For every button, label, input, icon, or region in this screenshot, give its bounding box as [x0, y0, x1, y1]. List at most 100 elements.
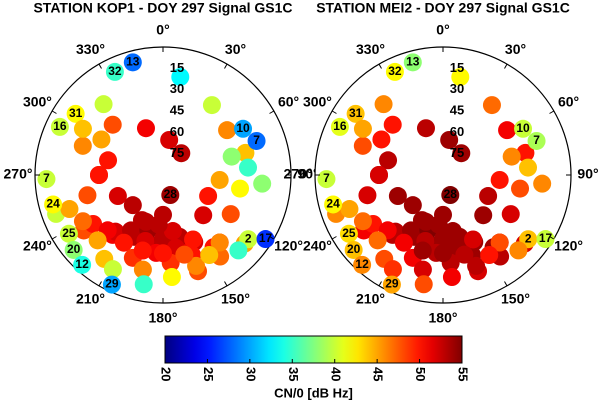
track-point [253, 174, 272, 193]
satellite-label: 13 [406, 55, 420, 69]
track-point [536, 230, 555, 249]
track-point [239, 158, 258, 177]
azimuth-tick-label: 240° [23, 238, 52, 254]
satellite-label: 24 [326, 197, 340, 211]
track-point [73, 212, 92, 231]
track-point [73, 136, 92, 155]
track-point [374, 95, 393, 114]
colorbar-tick-label: 45 [371, 367, 386, 381]
track-point [160, 130, 179, 149]
track-point [162, 268, 181, 287]
azimuth-tick [331, 110, 337, 114]
azimuth-tick [269, 110, 275, 114]
track-point [103, 115, 122, 134]
track-point [416, 119, 435, 138]
colorbar-tick-label: 40 [328, 367, 343, 381]
track-point [99, 151, 118, 170]
track-point [509, 241, 528, 260]
track-point [50, 117, 69, 136]
track-point [388, 187, 407, 206]
satellite-label: 17 [539, 231, 553, 245]
track-point [498, 121, 517, 140]
track-point [64, 240, 83, 259]
track-point [136, 212, 155, 231]
satellite-label: 10 [236, 121, 250, 135]
track-point [171, 67, 190, 86]
azimuth-tick [98, 281, 102, 287]
track-point [344, 240, 363, 259]
colorbar-tick-label: 25 [201, 367, 216, 381]
chart-title: STATION KOP1 - DOY 297 Signal GS1C [33, 0, 292, 16]
elevation-tick-label: 15 [170, 60, 184, 75]
azimuth-tick-label: 330° [356, 41, 385, 57]
track-point [403, 196, 422, 215]
satellite-label: 7 [253, 133, 260, 147]
elevation-tick-label: 60 [450, 124, 464, 139]
satellite-label: 16 [53, 119, 67, 133]
track-point [133, 260, 152, 279]
azimuth-tick-label: 90° [297, 166, 318, 182]
chart-title: STATION MEI2 - DOY 297 Signal GS1C [316, 0, 570, 16]
track-point [353, 119, 372, 138]
track-point [516, 143, 535, 162]
track-point [210, 233, 229, 252]
track-point [134, 275, 153, 294]
azimuth-tick-label: 270° [4, 166, 33, 182]
track-point [414, 275, 433, 294]
azimuth-tick-label: 120° [554, 238, 583, 254]
track-point [519, 158, 538, 177]
track-point [123, 196, 142, 215]
track-point [416, 212, 435, 231]
azimuth-tick-label: 30° [505, 41, 526, 57]
track-point [163, 222, 182, 241]
elevation-tick-label: 30 [450, 81, 464, 96]
tracks [317, 53, 555, 294]
elevation-tick-label: 15 [450, 60, 464, 75]
satellite-label: 16 [333, 119, 347, 133]
track-point [379, 151, 398, 170]
satellite-label: 17 [259, 231, 273, 245]
azimuth-tick-label: 30° [225, 41, 246, 57]
azimuth-tick-label: 150° [221, 290, 250, 306]
azimuth-tick-label: 150° [501, 290, 530, 306]
azimuth-tick-label: 180° [429, 310, 458, 326]
azimuth-tick [378, 63, 382, 69]
satellite-label: 32 [388, 64, 402, 78]
azimuth-tick-label: 270° [284, 166, 313, 182]
track-point [60, 200, 79, 219]
track-point [175, 245, 194, 264]
track-point [184, 230, 203, 249]
azimuth-tick-label: 300° [23, 94, 52, 110]
track-point [221, 205, 240, 224]
track-point [353, 136, 372, 155]
satellite-label: 13 [126, 55, 140, 69]
track-point [455, 245, 474, 264]
track-point [92, 130, 111, 149]
track-point [502, 147, 521, 166]
track-point [256, 230, 275, 249]
track-point [533, 174, 552, 193]
colorbar-tick-label: 30 [243, 367, 258, 381]
satellite-label: 28 [444, 187, 458, 201]
track-point [103, 260, 122, 279]
satellite-label: 20 [67, 242, 81, 256]
azimuth-tick-label: 210° [356, 290, 385, 306]
track-point [394, 233, 413, 252]
tracks [37, 53, 275, 294]
satellite-label: 25 [62, 226, 76, 240]
azimuth-tick [504, 63, 508, 69]
track-point [73, 119, 92, 138]
track-point [372, 130, 391, 149]
satellite-label: 20 [347, 242, 361, 256]
track-point [353, 212, 372, 231]
satellite-label: 7 [533, 133, 540, 147]
track-point [234, 119, 253, 138]
track-point [317, 170, 336, 189]
track-point [479, 187, 498, 206]
track-point [199, 187, 218, 206]
azimuth-tick-label: 60° [558, 94, 579, 110]
azimuth-tick [98, 63, 102, 69]
satellite-label: 2 [245, 231, 252, 245]
track-point [187, 256, 206, 275]
track-point [514, 119, 533, 138]
